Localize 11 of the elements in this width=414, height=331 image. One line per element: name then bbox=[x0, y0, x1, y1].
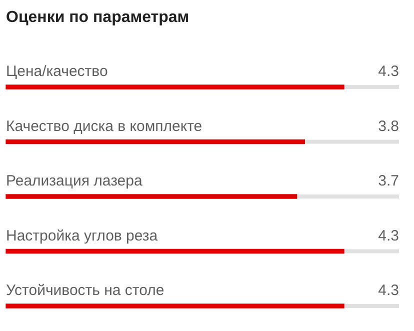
y-tick-label: Цена/качество bbox=[6, 63, 108, 80]
data-label: 3.7 bbox=[378, 172, 399, 190]
y-tick-label: Устойчивость на столе bbox=[6, 282, 164, 299]
data-label: 4.3 bbox=[378, 63, 399, 80]
y-tick-label: Настройка углов реза bbox=[6, 227, 158, 244]
chart-title: Оценки по параметрам bbox=[6, 9, 190, 26]
y-tick-label: Качество диска в комплекте bbox=[6, 118, 202, 135]
y-tick-label: Реализация лазера bbox=[6, 172, 143, 190]
data-label: 3.8 bbox=[378, 118, 399, 135]
data-label: 4.3 bbox=[378, 227, 399, 244]
data-label: 4.3 bbox=[378, 282, 399, 299]
